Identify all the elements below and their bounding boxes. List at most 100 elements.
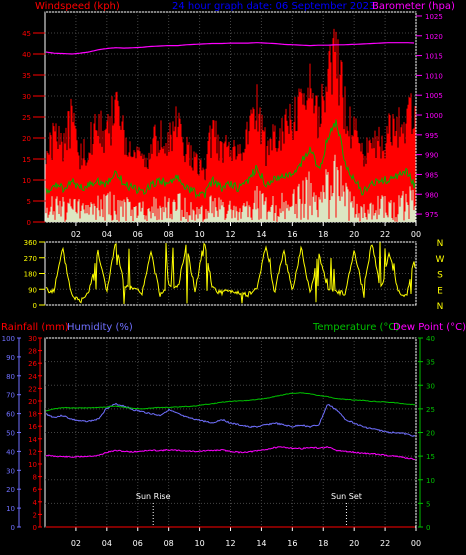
barometer-y-tick: 985: [425, 171, 438, 179]
temperature-y-tick: 20: [426, 430, 435, 438]
wind-x-tick: 06: [133, 230, 143, 239]
wind-y-tick: 5: [27, 198, 31, 206]
temperature-y-tick: 5: [426, 500, 430, 508]
direction-y-tick: 270: [24, 255, 37, 263]
barometer-y-tick: 1020: [425, 33, 443, 41]
climate-x-tick: 16: [287, 539, 297, 548]
wind-y-tick: 35: [22, 72, 31, 80]
wind-x-tick: 12: [225, 230, 235, 239]
dewpoint-line: [45, 445, 416, 461]
humidity-y-tick: 20: [6, 486, 15, 494]
wind-y-tick: 45: [22, 30, 31, 38]
wind-y-tick: 15: [22, 156, 31, 164]
barometer-y-tick: 975: [425, 211, 438, 219]
humidity-y-tick: 90: [6, 354, 15, 362]
sunrise-label: Sun Rise: [136, 492, 171, 501]
wind-x-tick: 20: [349, 230, 359, 239]
wind-y-tick: 10: [22, 177, 31, 185]
wind-speed-title: Windspeed (kph): [35, 1, 120, 12]
climate-x-tick: 22: [380, 539, 390, 548]
rainfall-y-tick: 12: [28, 448, 37, 456]
rainfall-y-tick: 16: [28, 423, 37, 431]
rainfall-y-tick: 8: [33, 474, 37, 482]
temperature-y-tick: 25: [426, 406, 435, 414]
wind-x-tick: 02: [71, 230, 81, 239]
wind-y-tick: 40: [22, 51, 31, 59]
barometer-y-tick: 1005: [425, 92, 443, 100]
barometer-y-tick: 980: [425, 191, 438, 199]
humidity-line: [45, 402, 416, 437]
temperature-y-tick: 0: [426, 524, 430, 532]
climate-x-tick: 20: [349, 539, 359, 548]
temperature-line: [45, 392, 416, 412]
sunset-label: Sun Set: [331, 492, 362, 501]
climate-x-tick: 10: [194, 539, 204, 548]
temperature-y-tick: 40: [426, 335, 435, 343]
barometer-y-tick: 995: [425, 132, 438, 140]
humidity-y-tick: 30: [6, 467, 15, 475]
wind-y-tick: 0: [27, 219, 31, 227]
compass-label: S: [437, 271, 443, 281]
climate-x-tick: 12: [225, 539, 235, 548]
barometer-y-tick: 1010: [425, 72, 443, 80]
climate-x-tick: 06: [133, 539, 143, 548]
wind-x-tick: 04: [102, 230, 112, 239]
compass-label: W: [436, 255, 445, 265]
temperature-y-tick: 15: [426, 453, 435, 461]
wind-x-tick: 00: [411, 230, 421, 239]
humidity-y-tick: 80: [6, 373, 15, 381]
wind-y-tick: 25: [22, 114, 31, 122]
rainfall-y-tick: 20: [28, 398, 37, 406]
rainfall-y-tick: 14: [28, 436, 37, 444]
wind-x-tick: 14: [256, 230, 266, 239]
rainfall-y-tick: 28: [28, 348, 37, 356]
humidity-y-tick: 40: [6, 448, 15, 456]
climate-x-tick: 18: [318, 539, 328, 548]
rainfall-y-tick: 26: [28, 360, 37, 368]
climate-x-tick: 02: [71, 539, 81, 548]
dewpoint-title: Dew Point (°C): [393, 322, 466, 333]
barometer-y-tick: 990: [425, 152, 438, 160]
barometer-y-tick: 1000: [425, 112, 443, 120]
rainfall-y-tick: 0: [33, 524, 37, 532]
direction-y-tick: 0: [33, 302, 37, 310]
rainfall-y-tick: 18: [28, 411, 37, 419]
direction-y-tick: 360: [24, 239, 37, 247]
rainfall-y-tick: 2: [33, 511, 37, 519]
rainfall-title: Rainfall (mm): [1, 322, 69, 333]
wind-y-tick: 20: [22, 135, 31, 143]
graph-date-title: 24 hour graph date: 06 September 2023: [172, 1, 375, 12]
climate-x-tick: 00: [411, 539, 421, 548]
direction-y-tick: 90: [28, 286, 37, 294]
temperature-y-tick: 35: [426, 359, 435, 367]
rainfall-y-tick: 6: [33, 486, 38, 494]
humidity-title: Humidity (%): [67, 322, 133, 333]
compass-label: E: [437, 286, 443, 296]
humidity-y-tick: 50: [6, 430, 15, 438]
temperature-y-tick: 30: [426, 382, 435, 390]
wind-x-tick: 18: [318, 230, 328, 239]
wind-x-tick: 10: [194, 230, 204, 239]
wind-direction-line: [45, 241, 416, 305]
compass-label: N: [437, 239, 444, 249]
barometer-title: Barometer (hpa): [372, 1, 455, 12]
humidity-y-tick: 100: [2, 335, 15, 343]
direction-y-tick: 180: [24, 271, 37, 279]
rainfall-y-tick: 24: [28, 373, 37, 381]
humidity-y-tick: 10: [6, 505, 15, 513]
compass-label: N: [437, 302, 444, 312]
climate-x-tick: 08: [164, 539, 174, 548]
wind-speed-series: [45, 28, 416, 222]
rainfall-y-tick: 22: [28, 385, 37, 393]
humidity-y-tick: 70: [6, 392, 15, 400]
barometer-line: [45, 42, 415, 55]
climate-x-tick: 04: [102, 539, 112, 548]
temperature-y-tick: 10: [426, 477, 435, 485]
barometer-y-tick: 1015: [425, 53, 443, 61]
wind-y-tick: 30: [22, 93, 31, 101]
climate-x-tick: 14: [256, 539, 266, 548]
wind-x-tick: 22: [380, 230, 390, 239]
rainfall-y-tick: 10: [28, 461, 37, 469]
